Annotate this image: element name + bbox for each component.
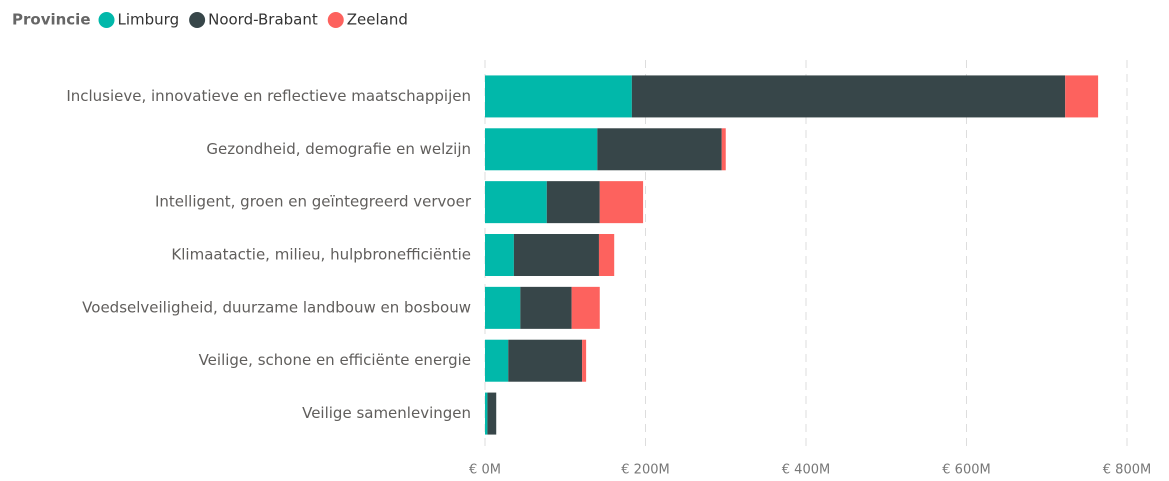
- x-tick-label: € 0M: [469, 463, 501, 478]
- legend-marker: [189, 12, 206, 28]
- legend-label: Zeeland: [347, 11, 408, 29]
- bar-segment: [1065, 75, 1099, 118]
- bar-segment: [485, 234, 514, 276]
- bar-segment: [582, 339, 587, 382]
- y-tick-label: Veilige samenlevingen: [302, 404, 471, 422]
- bar-segment: [599, 181, 644, 224]
- bar-segment: [485, 181, 547, 224]
- y-tick-label: Voedselveiligheid, duurzame landbouw en …: [82, 298, 471, 316]
- legend-marker: [327, 12, 344, 28]
- bar-segment: [485, 128, 598, 171]
- y-tick-label: Klimaatactie, milieu, hulpbronefficiënti…: [171, 246, 471, 264]
- bar-segment: [571, 286, 600, 329]
- bar-segment: [508, 339, 583, 382]
- bar-segment: [485, 75, 632, 118]
- x-tick-label: € 800M: [1103, 463, 1151, 478]
- legend-label: Limburg: [118, 11, 180, 29]
- legend-title: Provincie: [12, 11, 91, 29]
- legend-label: Noord-Brabant: [208, 11, 318, 29]
- bar-segment: [485, 392, 488, 435]
- bar-segment: [546, 181, 600, 224]
- bar-segment: [485, 286, 521, 329]
- x-tick-label: € 600M: [942, 463, 990, 478]
- bar-segment: [520, 286, 572, 329]
- y-tick-label: Gezondheid, demografie en welzijn: [206, 140, 471, 158]
- bar-segment: [487, 392, 497, 435]
- bar-segment: [597, 128, 722, 171]
- bar-segment: [721, 128, 726, 171]
- bar-segment: [513, 234, 599, 276]
- y-tick-label: Intelligent, groen en geïntegreerd vervo…: [155, 193, 472, 211]
- bar-segment: [598, 234, 615, 276]
- x-tick-label: € 200M: [621, 463, 669, 478]
- y-tick-label: Veilige, schone en efficiënte energie: [199, 351, 471, 369]
- y-tick-label: Inclusieve, innovatieve en reflectieve m…: [66, 87, 471, 105]
- x-tick-label: € 400M: [782, 463, 830, 478]
- legend-marker: [98, 12, 115, 28]
- bar-segment: [485, 339, 509, 382]
- bar-segment: [631, 75, 1066, 118]
